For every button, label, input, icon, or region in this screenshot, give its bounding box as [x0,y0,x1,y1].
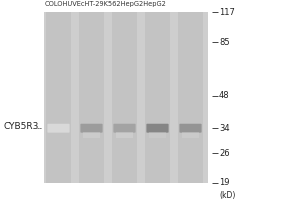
Bar [44,12,208,183]
FancyBboxPatch shape [80,124,103,133]
FancyBboxPatch shape [47,124,70,133]
FancyBboxPatch shape [146,124,169,133]
Text: 26: 26 [219,149,230,158]
Bar [46,12,71,183]
Bar [112,12,137,183]
Text: 19: 19 [219,178,230,187]
Bar [145,12,170,183]
Bar [83,132,100,138]
Bar [149,132,166,138]
Text: 48: 48 [219,91,230,100]
Text: 34: 34 [219,124,230,133]
Bar [178,12,203,183]
Bar [182,132,199,138]
Bar [116,132,133,138]
Text: CYB5R3: CYB5R3 [3,122,38,131]
Text: --: -- [37,124,43,133]
FancyBboxPatch shape [179,124,202,133]
Text: (kD): (kD) [219,191,236,200]
Text: 85: 85 [219,38,230,47]
Text: COLOHUVEcHT-29K562HepG2HepG2: COLOHUVEcHT-29K562HepG2HepG2 [44,1,166,7]
FancyBboxPatch shape [113,124,136,133]
Text: 117: 117 [219,8,235,17]
Bar [79,12,104,183]
